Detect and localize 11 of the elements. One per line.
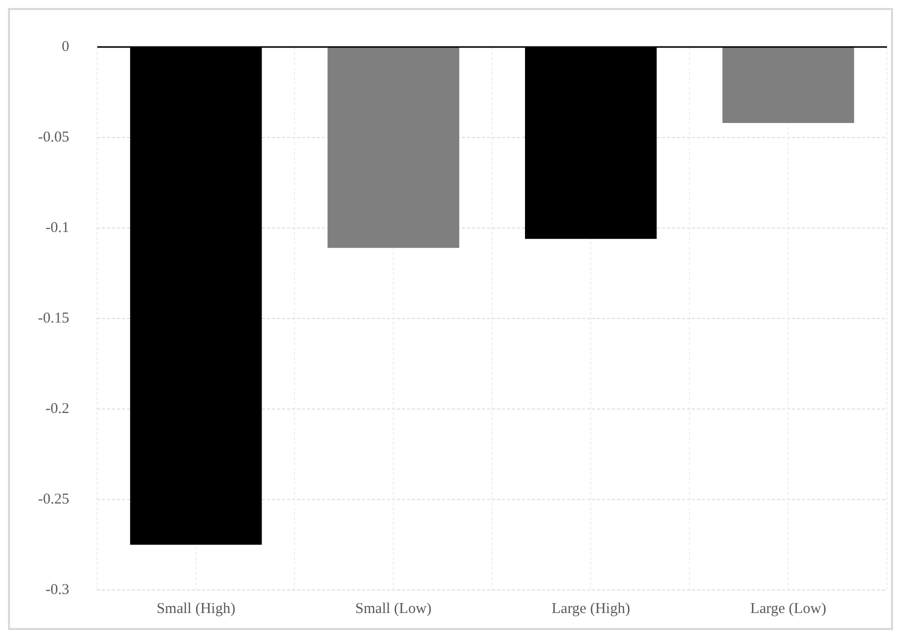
y-tick-label: -0.3 xyxy=(45,582,70,598)
x-tick-label: Large (Low) xyxy=(750,600,826,617)
y-tick-label: -0.05 xyxy=(38,129,70,146)
x-tick-label: Large (High) xyxy=(552,600,630,617)
y-tick-label: 0 xyxy=(62,38,70,55)
x-tick-label: Small (Low) xyxy=(355,600,432,617)
y-tick-label: -0.1 xyxy=(45,220,70,236)
x-tick-label: Small (High) xyxy=(156,600,236,617)
y-tick-label: -0.15 xyxy=(38,310,70,326)
y-tick-label: -0.2 xyxy=(45,400,70,417)
y-tick-label: -0.25 xyxy=(38,491,70,508)
